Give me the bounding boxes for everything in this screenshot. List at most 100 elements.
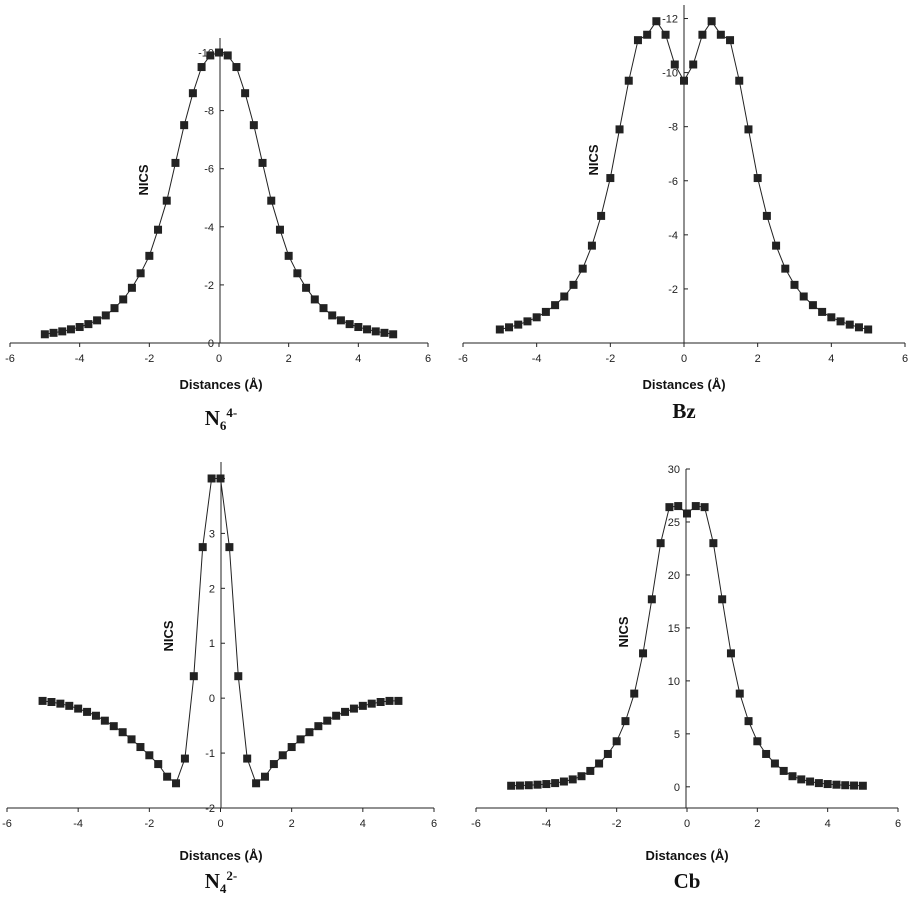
data-point (718, 595, 727, 604)
data-point (287, 743, 296, 752)
data-point (145, 751, 154, 760)
y-tick-label: 5 (674, 729, 680, 741)
data-point (163, 772, 172, 781)
data-point (683, 509, 691, 518)
data-point (779, 766, 788, 775)
data-point (726, 649, 735, 658)
data-point (845, 320, 854, 329)
data-point (367, 699, 376, 708)
data-point (633, 36, 642, 45)
data-point (394, 696, 403, 705)
data-point (323, 716, 332, 725)
data-point (781, 264, 790, 273)
x-tick-label: 4 (825, 818, 831, 830)
data-point (234, 672, 243, 681)
data-point (854, 323, 863, 332)
data-point (772, 241, 781, 250)
data-point (267, 196, 276, 205)
data-point (216, 474, 225, 483)
data-point (762, 211, 771, 220)
x-axis-title: Distances (Å) (179, 377, 262, 392)
x-tick-label: 6 (431, 818, 437, 830)
y-tick-label: 0 (208, 338, 214, 350)
data-point (100, 716, 109, 725)
y-axis-title: NICS (616, 616, 631, 647)
x-tick-label: -4 (541, 818, 551, 830)
data-point (665, 503, 674, 512)
data-point (753, 174, 762, 183)
x-tick-label: 2 (289, 818, 295, 830)
data-point (180, 121, 189, 130)
data-point (232, 63, 241, 72)
y-tick-label: -2 (668, 284, 678, 296)
panel-caption: Bz (672, 399, 695, 423)
data-point (523, 317, 532, 326)
data-point (790, 280, 799, 289)
y-tick-label: 3 (209, 528, 215, 540)
x-tick-label: -2 (144, 818, 154, 830)
data-point (818, 307, 827, 316)
data-point (197, 63, 206, 72)
data-point (278, 751, 287, 760)
x-tick-label: 2 (754, 818, 760, 830)
data-point (180, 754, 189, 763)
y-tick-label: -2 (205, 803, 215, 815)
data-point (371, 327, 380, 336)
y-tick-label: 0 (674, 782, 680, 794)
y-tick-label: -4 (204, 222, 214, 234)
data-point (515, 781, 524, 790)
data-point (336, 316, 345, 325)
data-point (341, 707, 350, 716)
data-point (215, 48, 223, 57)
data-point (858, 781, 867, 790)
data-point (328, 311, 337, 320)
data-point (726, 36, 735, 45)
series-line (511, 505, 863, 787)
data-point (700, 503, 709, 512)
data-point (302, 283, 311, 292)
data-point (788, 772, 797, 781)
data-point (83, 707, 92, 716)
panel-caption: N64- (205, 405, 238, 433)
x-tick-label: -2 (144, 353, 154, 365)
data-point (91, 711, 100, 720)
data-point (136, 743, 145, 752)
y-tick-label: 0 (209, 693, 215, 705)
panel-caption: Cb (674, 869, 701, 893)
data-point (249, 121, 258, 130)
data-point (49, 328, 58, 337)
data-point (808, 301, 817, 310)
x-tick-label: 0 (216, 353, 222, 365)
x-tick-label: 2 (755, 353, 761, 365)
y-tick-label: -12 (662, 14, 678, 26)
data-point (597, 211, 606, 220)
data-point (827, 313, 836, 322)
y-tick-label: -10 (662, 68, 678, 80)
data-point (243, 754, 252, 763)
chart-panel-bz: -6 -4 -2 0 2 4 6 -2 -4 -6 -8 -10 -12 Distances (Å) NIC… (458, 5, 908, 423)
y-tick-label: -1 (205, 748, 215, 760)
x-tick-label: -4 (73, 818, 83, 830)
data-point (119, 295, 128, 304)
x-tick-label: 2 (286, 353, 292, 365)
data-point (836, 317, 845, 326)
data-point (172, 779, 181, 788)
data-point (252, 779, 261, 788)
data-point (551, 779, 560, 788)
x-tick-label: 4 (355, 353, 361, 365)
data-point (345, 320, 354, 329)
data-point (241, 89, 250, 98)
data-point (74, 704, 83, 713)
data-point (66, 325, 75, 334)
y-tick-label: 1 (209, 638, 215, 650)
data-point (551, 301, 560, 310)
data-point (101, 311, 110, 320)
data-point (735, 689, 744, 698)
data-point (118, 728, 127, 737)
y-tick-label: 25 (668, 517, 680, 529)
y-axis-title: NICS (586, 144, 601, 175)
data-point (154, 225, 163, 234)
data-point (674, 502, 683, 511)
data-point (109, 722, 118, 731)
